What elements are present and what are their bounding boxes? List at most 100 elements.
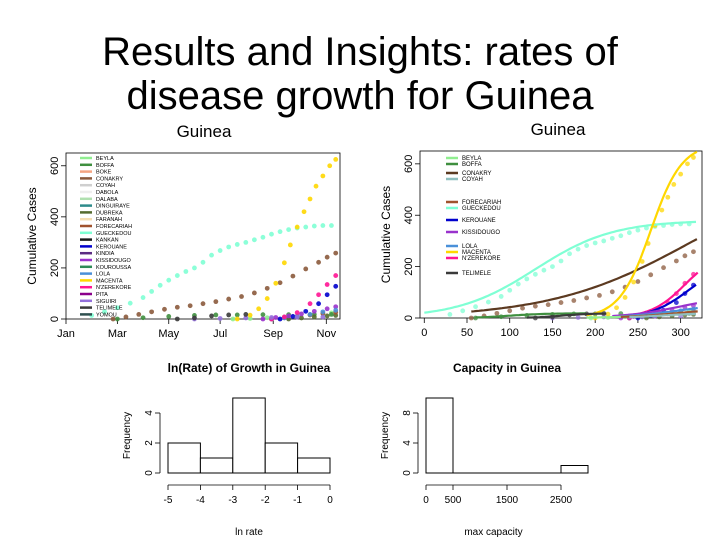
chart-a-title: Guinea — [177, 122, 232, 141]
chart-a-legend-label-23: YOMOU — [96, 312, 117, 318]
chart-a-legend-label-17: LOLA — [96, 272, 110, 278]
chart-a-legend-label-11: GUECKEDOU — [96, 231, 131, 237]
chart-b-point-s11-11 — [558, 258, 564, 264]
chart-a-point-s3-7 — [200, 301, 206, 307]
chart-a-point-s11-6 — [157, 282, 163, 288]
chart-b-point-s3-16 — [673, 258, 679, 264]
chart-a-point-s11-15 — [234, 242, 240, 247]
chart-d-xtick-label-0: 0 — [423, 495, 429, 506]
chart-a-ytick-label-0: 0 — [49, 316, 61, 322]
chart-a-point-s1-2 — [166, 314, 172, 319]
chart-a-point-s11-13 — [217, 248, 223, 253]
chart-a-point-s19-6 — [333, 273, 339, 278]
chart-b-point-s3-18 — [691, 249, 696, 255]
chart-b-xtick-label-3: 150 — [543, 327, 561, 339]
chart-c-ytick-label-2: 4 — [144, 410, 155, 416]
chart-a-point-s1-4 — [213, 312, 219, 318]
chart-a-legend-label-6: DALABA — [96, 197, 118, 203]
chart-a-point-s1-0 — [114, 316, 120, 322]
chart-b-point-s3-11 — [609, 289, 615, 295]
chart-a-point-s13-2 — [303, 308, 309, 314]
chart-b-point-s3-15 — [661, 265, 666, 271]
chart-a-legend-label-4: COYAH — [96, 183, 115, 189]
chart-b-legend-label-3: COYAH — [462, 177, 483, 183]
chart-b-ylabel: Cumulative Cases — [379, 186, 393, 283]
chart-a-point-s1-5 — [234, 312, 240, 318]
chart-b-point-s3-4 — [520, 305, 525, 311]
chart-b-point-s13-3 — [673, 300, 679, 305]
chart-a-point-s13-1 — [290, 314, 296, 319]
chart-a-legend-label-15: KISSIDOUGO — [96, 258, 132, 264]
chart-b-point-s11-7 — [524, 276, 530, 282]
slide-title-line2: disease growth for Guinea — [126, 74, 594, 118]
chart-b-point-s18-1 — [605, 311, 611, 317]
chart-b-point-s11-12 — [567, 251, 572, 257]
chart-a-point-s19-5 — [324, 282, 330, 287]
chart-b-fit-line-2 — [586, 150, 698, 317]
chart-b-point-s11-19 — [626, 230, 632, 236]
chart-a-legend-label-3: CONAKRY — [96, 176, 123, 182]
chart-b-point-s3-0 — [468, 315, 474, 321]
chart-a-point-s22-1 — [192, 315, 197, 321]
chart-c-title: ln(Rate) of Growth in Guinea — [168, 361, 331, 375]
chart-c-ytick-label-1: 2 — [144, 440, 155, 446]
chart-a-point-s11-25 — [320, 223, 326, 228]
chart-a-legend-label-8: DUBREKA — [96, 210, 123, 216]
chart-c-xtick-label-2: -3 — [228, 495, 237, 506]
chart-b-point-s11-1 — [460, 308, 466, 314]
chart-b-point-s18-13 — [691, 155, 696, 160]
chart-a-point-s13-5 — [333, 283, 339, 289]
chart-b-legend-label-5: GUECKEDOU — [462, 206, 501, 212]
chart-a-point-s18-5 — [281, 260, 287, 266]
chart-b-point-s11-16 — [601, 238, 607, 244]
chart-a-point-s8-2 — [311, 314, 317, 320]
chart-a-point-s15-4 — [311, 308, 317, 314]
chart-a-point-s18-1 — [247, 312, 253, 318]
chart-a-xtick-label-3: Jul — [213, 328, 227, 340]
chart-b-legend-label-4: FORECARIAH — [462, 200, 501, 206]
chart-a-point-s11-26 — [329, 223, 334, 228]
chart-b-point-s11-4 — [498, 294, 504, 299]
chart-a-point-s19-3 — [307, 301, 313, 307]
chart-a-point-s13-0 — [277, 316, 283, 322]
chart-a-ylabel: Cumulative Cases — [25, 187, 39, 284]
chart-a-point-s0-2 — [264, 315, 270, 321]
chart-b-legend-label-9: MACENTA — [462, 250, 491, 256]
chart-a-point-s19-4 — [316, 292, 321, 298]
chart-timeseries-by-prefecture: Guinea 0 200 400 600 Jan Mar May Jul Sep Nov Cumula… — [25, 122, 341, 340]
chart-b-ytick-label-2: 400 — [403, 206, 415, 224]
chart-b-point-s3-10 — [597, 292, 602, 298]
chart-a-point-s8-3 — [324, 313, 330, 319]
chart-a-legend-label-22: TELIMELE — [96, 306, 123, 312]
chart-a-point-s18-11 — [320, 173, 326, 179]
chart-b-xtick-label-4: 200 — [586, 327, 604, 339]
chart-c-bar-2 — [232, 397, 266, 474]
chart-d-xtick-label-3: 2500 — [550, 495, 573, 506]
chart-a-point-s18-9 — [307, 196, 313, 202]
chart-b-point-s3-9 — [584, 295, 590, 301]
chart-b-point-s18-4 — [631, 279, 637, 285]
chart-a-ytick-label-2: 400 — [49, 208, 61, 226]
chart-a-legend-label-14: KINDIA — [96, 251, 115, 257]
chart-b-xtick-label-0: 0 — [421, 327, 427, 339]
chart-a-point-s22-3 — [226, 312, 232, 318]
chart-a-point-s1-6 — [260, 312, 266, 318]
chart-a-legend-label-2: BOKE — [96, 170, 112, 176]
chart-b-legend-label-0: BEYLA — [462, 156, 481, 162]
chart-a-point-s15-2 — [286, 313, 292, 319]
chart-a-point-s3-17 — [324, 254, 330, 260]
chart-a-point-s11-4 — [140, 295, 146, 300]
chart-d-bar-0 — [425, 397, 454, 474]
chart-c-bar-3 — [264, 442, 299, 474]
chart-d-ylabel: Frequency — [380, 412, 391, 459]
chart-c-xtick-label-0: -5 — [164, 495, 173, 506]
chart-b-point-s11-3 — [485, 299, 491, 305]
chart-b-point-s3-2 — [494, 310, 500, 316]
chart-c-xlabel: ln rate — [235, 527, 263, 538]
slide-title-line1: Results and Insights: rates of — [102, 30, 618, 74]
chart-a-point-s18-10 — [313, 183, 319, 189]
chart-c-xtick-label-4: -1 — [293, 495, 302, 506]
chart-a-point-s17-5 — [333, 307, 339, 313]
chart-a-point-s3-1 — [123, 314, 129, 320]
chart-a-xtick-label-4: Sep — [263, 328, 283, 340]
